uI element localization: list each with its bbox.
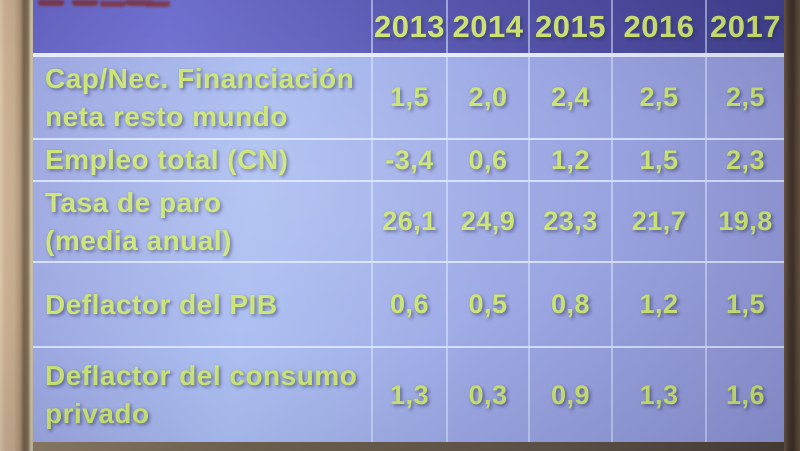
cell-value: 2,3 bbox=[725, 144, 766, 175]
cell-value: -3,4 bbox=[373, 140, 448, 180]
wall-edge-left bbox=[0, 0, 33, 451]
cell-value: 0,9 bbox=[530, 348, 613, 442]
cell-value: 1,5 bbox=[613, 140, 707, 180]
header-year-2017: 2017 bbox=[710, 8, 781, 44]
table-row: Deflactor del PIB 0,6 0,5 0,8 1,2 1,5 bbox=[33, 263, 784, 348]
row-label: Deflactor del consumo privado bbox=[33, 348, 373, 442]
slide-bottom-shadow bbox=[33, 442, 784, 451]
cell-value: 2,4 bbox=[530, 57, 613, 138]
cell-value: 2,5 bbox=[725, 82, 766, 112]
row-label: Tasa de paro (media anual) bbox=[33, 182, 373, 261]
cell-value: 0,3 bbox=[448, 348, 530, 442]
slide-table: 2013 2014 2015 2016 2017 Cap/Nec. Financ… bbox=[33, 0, 784, 442]
table-header-row: 2013 2014 2015 2016 2017 bbox=[33, 0, 784, 57]
frame-edge-right bbox=[784, 0, 800, 451]
row-label: Empleo total (CN) bbox=[33, 140, 373, 180]
cell-value: 19,8 bbox=[718, 206, 773, 236]
cell-value: 0,5 bbox=[448, 263, 530, 346]
cell-value: 0,6 bbox=[448, 140, 530, 180]
cell-value: 24,9 bbox=[448, 182, 530, 261]
cell-value: 2,5 bbox=[613, 57, 707, 138]
cell-value: 26,1 bbox=[373, 182, 448, 261]
header-year-2016: 2016 bbox=[613, 0, 707, 53]
cell-value: 1,2 bbox=[613, 263, 707, 346]
cell-value: 0,8 bbox=[530, 263, 613, 346]
header-empty-cell bbox=[33, 0, 373, 53]
cell-value: 1,5 bbox=[725, 289, 766, 319]
cell-value: 23,3 bbox=[530, 182, 613, 261]
cell-value: 2,0 bbox=[448, 57, 530, 138]
row-label: Deflactor del PIB bbox=[33, 263, 373, 346]
cell-value: 0,6 bbox=[373, 263, 448, 346]
cropped-red-title-fragment bbox=[38, 0, 64, 6]
table-row: Empleo total (CN) -3,4 0,6 1,2 1,5 2,3 bbox=[33, 140, 784, 182]
cell-value: 1,5 bbox=[373, 57, 448, 138]
table-row: Deflactor del consumo privado 1,3 0,3 0,… bbox=[33, 348, 784, 442]
cell-value: 1,2 bbox=[530, 140, 613, 180]
table-row: Cap/Nec. Financiación neta resto mundo 1… bbox=[33, 57, 784, 140]
table-row: Tasa de paro (media anual) 26,1 24,9 23,… bbox=[33, 182, 784, 263]
cell-value: 1,3 bbox=[373, 348, 448, 442]
header-year-2015: 2015 bbox=[530, 0, 613, 53]
cell-value: 1,6 bbox=[725, 379, 766, 410]
header-year-2014: 2014 bbox=[448, 0, 530, 53]
header-year-2013: 2013 bbox=[373, 0, 448, 53]
row-label: Cap/Nec. Financiación neta resto mundo bbox=[33, 57, 373, 138]
cell-value: 1,3 bbox=[613, 348, 707, 442]
cell-value: 21,7 bbox=[613, 182, 707, 261]
